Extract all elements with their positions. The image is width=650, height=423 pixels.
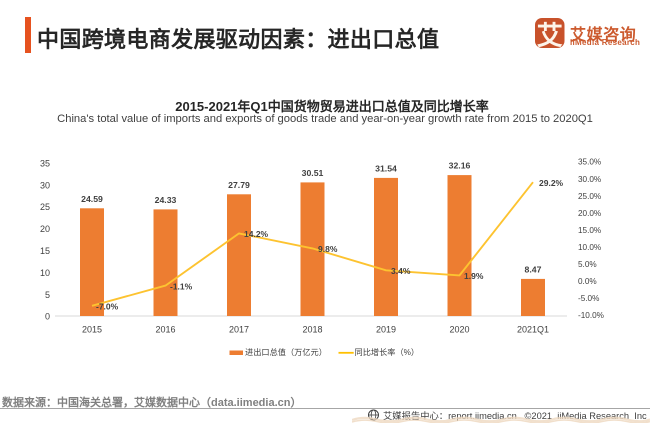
- svg-text:10: 10: [40, 268, 50, 278]
- svg-text:29.2%: 29.2%: [539, 178, 564, 188]
- svg-text:-10.0%: -10.0%: [578, 311, 604, 320]
- svg-text:9.8%: 9.8%: [318, 244, 338, 254]
- svg-text:35.0%: 35.0%: [578, 158, 601, 167]
- svg-text:2018: 2018: [302, 324, 322, 334]
- svg-text:3.4%: 3.4%: [391, 266, 411, 276]
- svg-text:15: 15: [40, 246, 50, 256]
- svg-text:24.59: 24.59: [81, 194, 103, 204]
- svg-text:2019: 2019: [376, 324, 396, 334]
- svg-text:1.9%: 1.9%: [464, 271, 484, 281]
- svg-text:30: 30: [40, 180, 50, 190]
- svg-text:8.47: 8.47: [525, 264, 542, 274]
- svg-text:-7.0%: -7.0%: [96, 301, 119, 311]
- svg-text:-5.0%: -5.0%: [578, 294, 599, 303]
- svg-text:2016: 2016: [155, 324, 175, 334]
- svg-text:27.79: 27.79: [228, 180, 250, 190]
- svg-text:0.0%: 0.0%: [578, 277, 597, 286]
- svg-text:31.54: 31.54: [375, 163, 397, 173]
- svg-text:32.16: 32.16: [449, 161, 471, 171]
- svg-text:2015: 2015: [82, 324, 102, 334]
- svg-text:-1.1%: -1.1%: [170, 281, 193, 291]
- svg-text:20: 20: [40, 224, 50, 234]
- svg-text:20.0%: 20.0%: [578, 209, 601, 218]
- svg-text:2017: 2017: [229, 324, 249, 334]
- svg-text:25: 25: [40, 202, 50, 212]
- svg-text:10.0%: 10.0%: [578, 243, 601, 252]
- svg-text:艾: 艾: [537, 21, 563, 51]
- svg-text:25.0%: 25.0%: [578, 192, 601, 201]
- svg-text:2020: 2020: [449, 324, 469, 334]
- svg-text:进出口总值（万亿元）: 进出口总值（万亿元）: [245, 347, 327, 357]
- svg-text:0: 0: [45, 312, 50, 322]
- svg-text:30.51: 30.51: [302, 168, 324, 178]
- svg-text:5.0%: 5.0%: [578, 260, 597, 269]
- svg-text:15.0%: 15.0%: [578, 226, 601, 235]
- svg-text:2021Q1: 2021Q1: [517, 324, 549, 334]
- svg-text:14.2%: 14.2%: [244, 229, 269, 239]
- svg-text:5: 5: [45, 290, 50, 300]
- svg-text:35: 35: [40, 158, 50, 168]
- svg-text:同比增长率（%）: 同比增长率（%）: [355, 347, 420, 357]
- svg-text:30.0%: 30.0%: [578, 175, 601, 184]
- svg-text:24.33: 24.33: [155, 195, 177, 205]
